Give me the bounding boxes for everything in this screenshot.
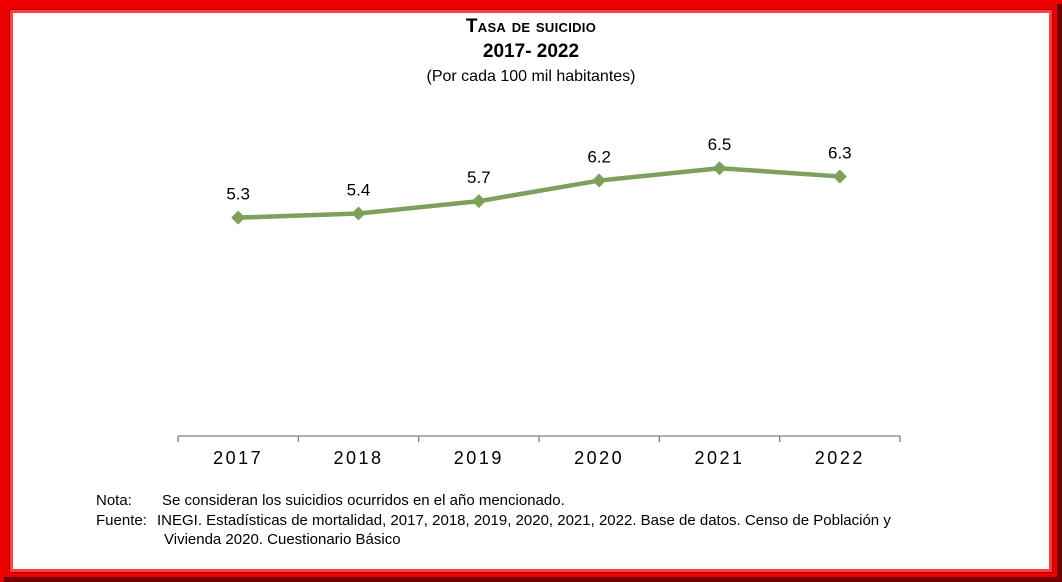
- data-label: 5.4: [347, 181, 371, 200]
- x-tick-label: 2019: [454, 448, 504, 468]
- source-label: Fuente:: [96, 512, 147, 529]
- data-point-marker: [231, 210, 246, 225]
- chart-panel: [9, 9, 1053, 573]
- x-tick-label: 2021: [694, 448, 744, 468]
- x-tick-label: 2020: [574, 448, 624, 468]
- data-label: 6.5: [708, 135, 732, 154]
- data-point-marker: [471, 194, 486, 209]
- data-label: 5.3: [226, 185, 250, 204]
- frame-shadow-right: [1057, 4, 1062, 582]
- x-tick-label: 2022: [815, 448, 865, 468]
- data-label: 5.7: [467, 168, 491, 187]
- x-tick-labels: 2017 2018 2019 2020 2021 2022: [213, 448, 865, 468]
- chart-unit-label: (Por cada 100 mil habitantes): [426, 68, 636, 85]
- data-point-marker: [592, 173, 607, 188]
- data-label: 6.2: [587, 148, 611, 167]
- data-point-marker: [351, 206, 366, 221]
- note-text: Se consideran los suicidios ocurridos en…: [162, 492, 565, 509]
- series-line-group: [238, 165, 840, 220]
- source-text: INEGI. Estadísticas de mortalidad, 2017,…: [157, 512, 891, 529]
- data-point-marker: [712, 161, 727, 176]
- data-point-markers: [231, 161, 847, 225]
- data-point-marker: [832, 169, 847, 184]
- x-tick-label: 2017: [213, 448, 263, 468]
- data-labels: 5.3 5.4 5.7 6.2 6.5 6.3: [226, 135, 851, 203]
- data-label: 6.3: [828, 143, 852, 162]
- chart-subtitle: 2017- 2022: [482, 41, 580, 62]
- chart-title: Tasa de suicidio: [465, 16, 597, 37]
- x-axis: [177, 435, 901, 442]
- source-text-continued: Vivienda 2020. Cuestionario Básico: [164, 531, 401, 548]
- note-label: Nota:: [96, 492, 132, 509]
- series-line: [238, 165, 840, 220]
- frame-shadow-bottom: [4, 577, 1062, 582]
- x-tick-label: 2018: [333, 448, 383, 468]
